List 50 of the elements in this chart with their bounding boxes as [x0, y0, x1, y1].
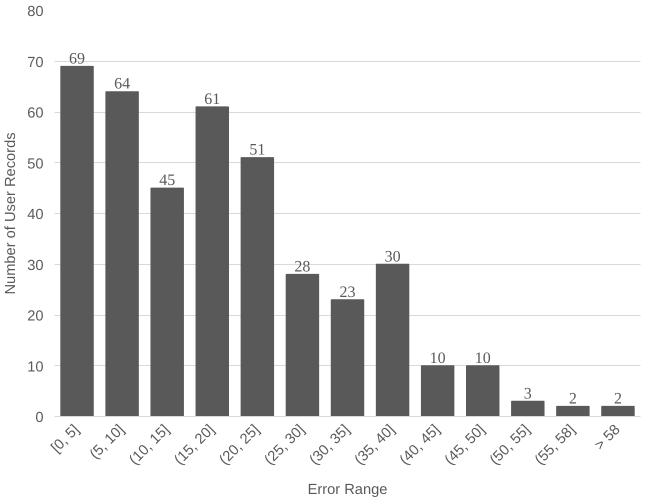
y-tick-label: 0: [35, 410, 44, 426]
bar: [330, 299, 364, 416]
x-axis-title: Error Range: [308, 482, 388, 498]
bar: [105, 91, 139, 416]
x-tick-label: (45, 50]: [442, 422, 488, 468]
y-tick-label: 10: [27, 359, 44, 376]
x-tick-label: (25, 30]: [262, 422, 308, 468]
data-label: 3: [524, 385, 532, 402]
data-label: 61: [204, 90, 220, 108]
bar: [601, 406, 635, 416]
data-label: 51: [249, 142, 266, 159]
y-axis-title: Number of User Records: [3, 132, 20, 295]
x-tick-label: (40, 45]: [396, 422, 444, 468]
y-tick-label: 80: [27, 4, 44, 20]
x-tick-label: (20, 25]: [216, 422, 264, 468]
bar: [60, 66, 94, 416]
data-label: 64: [114, 76, 130, 93]
bar: [376, 264, 410, 416]
bar: [466, 365, 500, 416]
data-label: 10: [430, 350, 446, 367]
data-label: 30: [384, 248, 401, 266]
y-tick-label: 40: [27, 207, 44, 223]
data-label: 28: [294, 258, 310, 276]
data-label: 2: [568, 390, 577, 408]
y-tick-label: 20: [27, 308, 44, 324]
data-label: 69: [69, 50, 86, 68]
bar: [240, 157, 274, 416]
y-tick-label: 70: [27, 54, 44, 71]
bar: [286, 274, 320, 416]
bar: [150, 188, 184, 416]
x-tick-label: [0, 5]: [48, 422, 83, 456]
x-tick-label: (10, 15]: [126, 422, 173, 468]
y-tick-label: 60: [27, 106, 44, 122]
x-tick-label: (35, 40]: [352, 422, 398, 468]
x-tick-label: (50, 55]: [487, 422, 534, 468]
x-tick-label: > 58: [592, 422, 624, 454]
bar: [556, 406, 590, 416]
x-tick-label: (30, 35]: [306, 422, 354, 468]
y-tick-label: 30: [27, 258, 44, 274]
y-tick-label: 50: [27, 156, 44, 172]
bar: [196, 106, 229, 416]
bar: [420, 365, 454, 416]
x-tick-label: (5, 10]: [87, 422, 128, 463]
data-label: 10: [474, 350, 491, 367]
data-label: 23: [340, 284, 356, 301]
bar: [511, 400, 545, 416]
data-label: 2: [614, 390, 622, 408]
data-label: 45: [159, 172, 176, 190]
x-tick-label: (55, 58]: [532, 422, 579, 468]
x-tick-label: (15, 20]: [171, 422, 218, 468]
